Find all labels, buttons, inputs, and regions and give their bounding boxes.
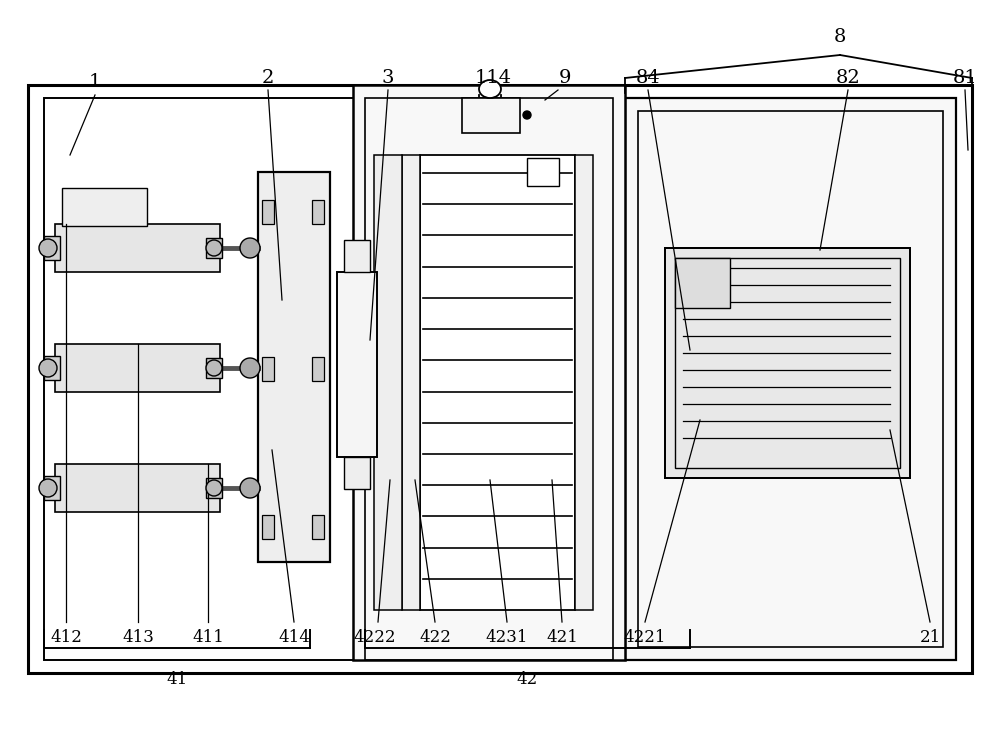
Bar <box>262 515 274 539</box>
Text: 82: 82 <box>836 69 860 87</box>
Bar <box>44 98 956 660</box>
Bar <box>462 98 520 133</box>
Text: 421: 421 <box>546 630 578 647</box>
Text: 412: 412 <box>50 630 82 647</box>
Circle shape <box>39 479 57 497</box>
Circle shape <box>206 360 222 376</box>
Bar <box>206 358 222 378</box>
Text: 114: 114 <box>474 69 512 87</box>
Text: 414: 414 <box>278 630 310 647</box>
Text: 4222: 4222 <box>354 630 396 647</box>
Bar <box>575 155 593 610</box>
Text: 411: 411 <box>192 630 224 647</box>
Circle shape <box>240 358 260 378</box>
Bar <box>28 85 972 673</box>
Bar <box>55 224 220 272</box>
Bar <box>206 238 222 258</box>
Bar <box>420 155 575 610</box>
Circle shape <box>523 111 531 119</box>
Bar <box>55 464 220 512</box>
Bar <box>44 356 60 380</box>
Bar <box>206 478 222 498</box>
Text: 9: 9 <box>559 69 571 87</box>
Text: 4221: 4221 <box>624 630 666 647</box>
Bar <box>675 258 730 308</box>
Bar <box>258 172 330 562</box>
Bar <box>625 98 956 660</box>
Text: 413: 413 <box>122 630 154 647</box>
Bar <box>527 158 559 186</box>
Bar <box>55 344 220 392</box>
Bar <box>665 248 910 478</box>
Bar <box>353 85 625 660</box>
Text: 422: 422 <box>419 630 451 647</box>
Bar <box>344 240 370 272</box>
Circle shape <box>206 480 222 496</box>
Circle shape <box>206 240 222 256</box>
Bar <box>312 357 324 381</box>
Bar <box>44 236 60 260</box>
Text: 3: 3 <box>382 69 394 87</box>
Bar <box>337 272 377 457</box>
Bar <box>62 188 147 226</box>
Text: 4231: 4231 <box>486 630 528 647</box>
Ellipse shape <box>479 80 501 98</box>
Text: 81: 81 <box>953 69 977 87</box>
Bar <box>262 200 274 224</box>
Text: 2: 2 <box>262 69 274 87</box>
Bar <box>262 357 274 381</box>
Circle shape <box>39 239 57 257</box>
Bar <box>365 98 613 660</box>
Bar <box>312 515 324 539</box>
Text: 8: 8 <box>834 28 846 46</box>
Bar <box>638 111 943 647</box>
Text: 42: 42 <box>516 671 538 688</box>
Bar <box>675 258 900 468</box>
Bar <box>374 155 402 610</box>
Bar <box>402 155 420 610</box>
Bar <box>344 457 370 489</box>
Text: 21: 21 <box>919 630 941 647</box>
Bar <box>312 200 324 224</box>
Circle shape <box>39 359 57 377</box>
Circle shape <box>240 238 260 258</box>
Text: 1: 1 <box>89 73 101 91</box>
Text: 41: 41 <box>166 671 188 688</box>
Circle shape <box>240 478 260 498</box>
Bar <box>44 476 60 500</box>
Text: 84: 84 <box>636 69 660 87</box>
Bar <box>665 248 910 478</box>
